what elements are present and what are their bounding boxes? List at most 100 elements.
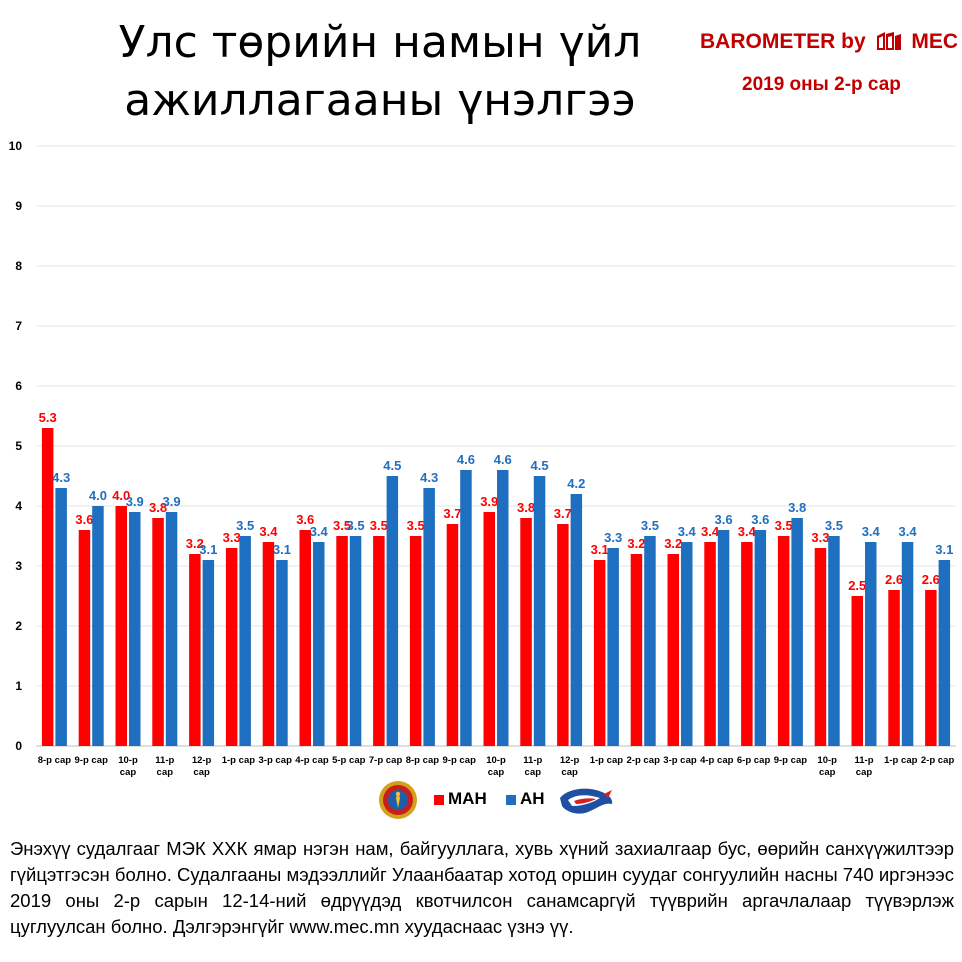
- bar-an: [607, 548, 619, 746]
- bar-man: [115, 506, 127, 746]
- data-label-an: 4.6: [457, 452, 475, 467]
- x-tick-label: 2-р сар: [921, 755, 955, 766]
- data-label-man: 4.0: [112, 488, 130, 503]
- y-tick-label: 0: [15, 739, 22, 753]
- y-tick-label: 6: [15, 379, 22, 393]
- data-label-man: 2.5: [848, 578, 866, 593]
- bar-an: [717, 530, 730, 746]
- brand-right-text: MEC: [911, 30, 959, 53]
- legend-label-an: АН: [520, 789, 545, 808]
- data-label-man: 3.8: [517, 500, 535, 515]
- bar-man: [336, 536, 348, 746]
- data-label-man: 5.3: [39, 410, 57, 425]
- y-tick-label: 1: [15, 679, 22, 693]
- data-label-man: 3.4: [738, 524, 757, 539]
- data-label-an: 3.5: [236, 518, 254, 533]
- x-tick-label: 10-р: [486, 755, 506, 766]
- bar-an: [570, 494, 583, 746]
- x-tick-label: 11-р: [854, 755, 873, 766]
- mec-logo-icon: [876, 32, 901, 50]
- data-label-an: 4.2: [567, 476, 585, 491]
- y-tick-label: 4: [15, 499, 22, 513]
- data-label-an: 3.1: [273, 542, 291, 557]
- bar-man: [704, 542, 716, 746]
- data-label-an: 3.4: [678, 524, 697, 539]
- bar-an: [165, 512, 178, 746]
- bar-an: [901, 542, 914, 746]
- x-tick-label: сар: [157, 767, 174, 778]
- bar-an: [423, 488, 435, 746]
- data-label-man: 3.5: [407, 518, 425, 533]
- data-label-an: 4.3: [420, 470, 438, 485]
- data-label-man: 3.6: [296, 512, 314, 527]
- chart-title: Улс төрийн намын үйл ажиллагааны үнэлгээ: [110, 14, 650, 130]
- x-tick-label: 1-р сар: [222, 755, 256, 766]
- legend-label-man: МАН: [448, 789, 487, 808]
- data-label-an: 4.6: [494, 452, 512, 467]
- x-tick-label: 9-р сар: [443, 755, 477, 766]
- bar-man: [925, 590, 937, 746]
- data-label-an: 3.9: [163, 494, 181, 509]
- data-label-man: 3.5: [370, 518, 388, 533]
- data-label-an: 3.6: [751, 512, 769, 527]
- bar-man: [593, 560, 606, 746]
- legend-swatch-man: [434, 795, 444, 805]
- y-tick-label: 2: [15, 619, 22, 633]
- bar-man: [189, 554, 201, 746]
- data-label-man: 3.7: [443, 506, 461, 521]
- legend-swatch-an: [506, 795, 516, 805]
- x-tick-label: 12-р: [192, 755, 212, 766]
- x-tick-label: 1-р сар: [884, 755, 918, 766]
- x-tick-label: 4-р сар: [700, 755, 734, 766]
- bar-man: [851, 596, 863, 746]
- x-tick-label: 3-р сар: [259, 755, 293, 766]
- bar-an: [460, 470, 472, 746]
- bar-man: [777, 536, 790, 746]
- title-line-1: Улс төрийн намын үйл: [118, 17, 642, 68]
- bar-man: [888, 590, 900, 746]
- x-tick-label: 6-р сар: [737, 755, 771, 766]
- bar-an: [386, 476, 399, 746]
- x-tick-label: 2-р сар: [627, 755, 661, 766]
- brand-left-text: BAROMETER by: [700, 30, 866, 53]
- democratic-party-logo-icon: [560, 788, 613, 814]
- data-label-an: 4.0: [89, 488, 107, 503]
- x-tick-label: 12-р: [560, 755, 580, 766]
- chart-legend: МАН АН: [378, 778, 618, 822]
- bar-an: [533, 476, 546, 746]
- bar-man: [299, 530, 311, 746]
- bar-an: [644, 536, 656, 746]
- data-label-man: 3.7: [554, 506, 572, 521]
- x-tick-label: 10-р: [817, 755, 837, 766]
- data-label-an: 3.4: [310, 524, 329, 539]
- x-tick-label: сар: [525, 767, 542, 778]
- bar-an: [92, 506, 104, 746]
- data-label-man: 3.5: [775, 518, 793, 533]
- data-label-an: 3.3: [604, 530, 622, 545]
- bar-man: [152, 518, 164, 746]
- data-label-man: 3.3: [811, 530, 829, 545]
- bar-chart: 0 1 2 3 4 5 6 7 8 9 10 5.3 4.3 8-р сар 3.6 4.0 9-р сар 4.…: [9, 139, 956, 778]
- bar-an: [202, 560, 215, 746]
- data-label-an: 3.5: [825, 518, 843, 533]
- x-tick-label: 10-р: [118, 755, 138, 766]
- x-tick-label: 9-р сар: [774, 755, 808, 766]
- bar-an: [313, 542, 325, 746]
- bar-an: [828, 536, 840, 746]
- data-label-an: 3.4: [899, 524, 918, 539]
- data-label-an: 3.1: [935, 542, 953, 557]
- bar-an: [239, 536, 251, 746]
- title-line-2: ажиллагааны үнэлгээ: [124, 75, 636, 126]
- data-label-man: 2.6: [922, 572, 940, 587]
- x-tick-label: 3-р сар: [663, 755, 697, 766]
- bar-man: [557, 524, 569, 746]
- bar-man: [225, 548, 238, 746]
- bar-man: [483, 512, 495, 746]
- data-label-an: 4.5: [531, 458, 549, 473]
- x-tick-label: 1-р сар: [590, 755, 624, 766]
- y-tick-label: 3: [15, 559, 22, 573]
- bar-man: [409, 536, 422, 746]
- data-label-man: 3.6: [75, 512, 93, 527]
- bar-man: [373, 536, 385, 746]
- x-tick-label: 4-р сар: [295, 755, 329, 766]
